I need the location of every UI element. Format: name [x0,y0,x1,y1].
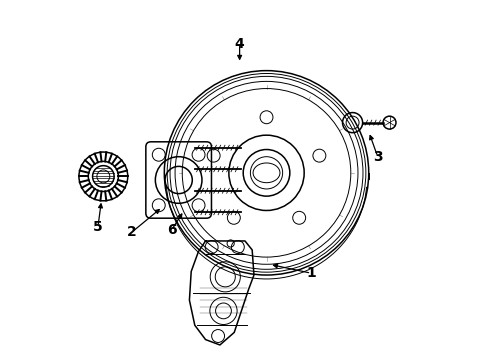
Text: 3: 3 [373,150,383,164]
Text: 5: 5 [93,220,103,234]
Text: 4: 4 [235,37,245,51]
Text: 2: 2 [127,225,137,239]
Text: 1: 1 [306,266,316,280]
Text: 6: 6 [167,223,176,237]
